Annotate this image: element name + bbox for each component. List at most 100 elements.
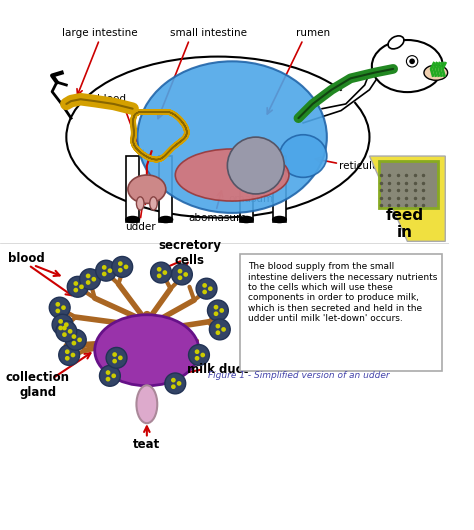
Circle shape xyxy=(72,334,76,339)
Ellipse shape xyxy=(175,149,289,201)
Ellipse shape xyxy=(272,216,287,223)
Circle shape xyxy=(177,381,182,386)
Ellipse shape xyxy=(388,36,404,49)
Circle shape xyxy=(118,268,123,272)
Circle shape xyxy=(406,56,418,67)
Text: blood: blood xyxy=(8,252,45,265)
Circle shape xyxy=(202,289,207,294)
Circle shape xyxy=(55,302,60,307)
Circle shape xyxy=(111,374,116,378)
Circle shape xyxy=(165,373,186,394)
Circle shape xyxy=(195,356,200,360)
Circle shape xyxy=(67,276,88,297)
Ellipse shape xyxy=(424,65,447,80)
Circle shape xyxy=(196,278,217,299)
Text: collection
gland: collection gland xyxy=(6,372,70,399)
Circle shape xyxy=(214,312,219,316)
Circle shape xyxy=(49,297,70,318)
Text: The blood supply from the small
intestine delivers the necessary nutrients
to th: The blood supply from the small intestin… xyxy=(248,262,438,323)
Text: Figure 1 - Simplified version of an udder: Figure 1 - Simplified version of an udde… xyxy=(208,372,389,381)
Text: secretory
cells: secretory cells xyxy=(158,238,221,267)
Circle shape xyxy=(68,329,73,334)
Circle shape xyxy=(102,271,107,276)
Ellipse shape xyxy=(66,57,369,218)
Circle shape xyxy=(106,370,110,375)
Circle shape xyxy=(178,269,182,273)
Ellipse shape xyxy=(385,45,414,68)
Circle shape xyxy=(58,319,63,324)
Ellipse shape xyxy=(372,40,443,92)
Circle shape xyxy=(163,270,167,275)
Circle shape xyxy=(183,272,188,277)
Text: omasum: omasum xyxy=(228,193,273,204)
Circle shape xyxy=(62,325,67,330)
Circle shape xyxy=(171,378,176,383)
Circle shape xyxy=(201,352,205,357)
Bar xyxy=(159,156,173,223)
Circle shape xyxy=(55,308,60,313)
Circle shape xyxy=(118,356,123,360)
Circle shape xyxy=(79,285,84,289)
FancyBboxPatch shape xyxy=(240,254,442,371)
Circle shape xyxy=(118,261,123,266)
Text: milk duct: milk duct xyxy=(187,363,248,376)
Text: feed
in: feed in xyxy=(385,208,424,241)
Ellipse shape xyxy=(128,175,166,204)
Circle shape xyxy=(112,359,117,364)
Circle shape xyxy=(195,349,200,354)
Circle shape xyxy=(56,321,77,342)
Circle shape xyxy=(96,260,117,281)
Polygon shape xyxy=(303,76,374,123)
Polygon shape xyxy=(369,156,445,241)
Circle shape xyxy=(171,384,176,389)
Bar xyxy=(273,156,286,223)
Ellipse shape xyxy=(239,216,254,223)
Circle shape xyxy=(210,319,230,340)
Text: blood: blood xyxy=(97,94,126,104)
Circle shape xyxy=(102,265,107,270)
Circle shape xyxy=(216,330,220,335)
Text: udder: udder xyxy=(125,222,155,232)
Circle shape xyxy=(61,305,66,310)
Circle shape xyxy=(178,276,182,280)
Circle shape xyxy=(73,288,78,293)
Circle shape xyxy=(157,273,162,278)
Circle shape xyxy=(59,344,80,365)
Ellipse shape xyxy=(125,216,140,223)
Ellipse shape xyxy=(150,197,157,210)
Ellipse shape xyxy=(137,385,157,423)
Text: teat: teat xyxy=(133,438,161,452)
Circle shape xyxy=(219,308,224,313)
Circle shape xyxy=(91,277,96,281)
Circle shape xyxy=(112,352,117,357)
Ellipse shape xyxy=(158,216,173,223)
Bar xyxy=(126,156,139,223)
Circle shape xyxy=(409,58,415,64)
Circle shape xyxy=(65,356,70,360)
Circle shape xyxy=(157,267,162,272)
Circle shape xyxy=(64,322,69,327)
Circle shape xyxy=(189,344,210,365)
Circle shape xyxy=(112,257,133,277)
Circle shape xyxy=(65,349,70,354)
Circle shape xyxy=(80,269,100,289)
Circle shape xyxy=(86,280,91,285)
Text: large intestine: large intestine xyxy=(62,28,137,38)
Circle shape xyxy=(151,262,172,283)
Circle shape xyxy=(108,268,112,273)
Circle shape xyxy=(62,332,67,337)
Text: reticulum: reticulum xyxy=(339,161,389,171)
Circle shape xyxy=(124,264,128,269)
Ellipse shape xyxy=(137,197,144,210)
Circle shape xyxy=(214,305,219,310)
Circle shape xyxy=(71,352,75,357)
Bar xyxy=(240,156,253,223)
Circle shape xyxy=(86,273,91,278)
Circle shape xyxy=(172,264,192,285)
Circle shape xyxy=(73,281,78,286)
Circle shape xyxy=(228,137,284,194)
Bar xyxy=(379,161,438,208)
Circle shape xyxy=(208,286,213,291)
Circle shape xyxy=(52,314,73,335)
Circle shape xyxy=(208,300,228,321)
